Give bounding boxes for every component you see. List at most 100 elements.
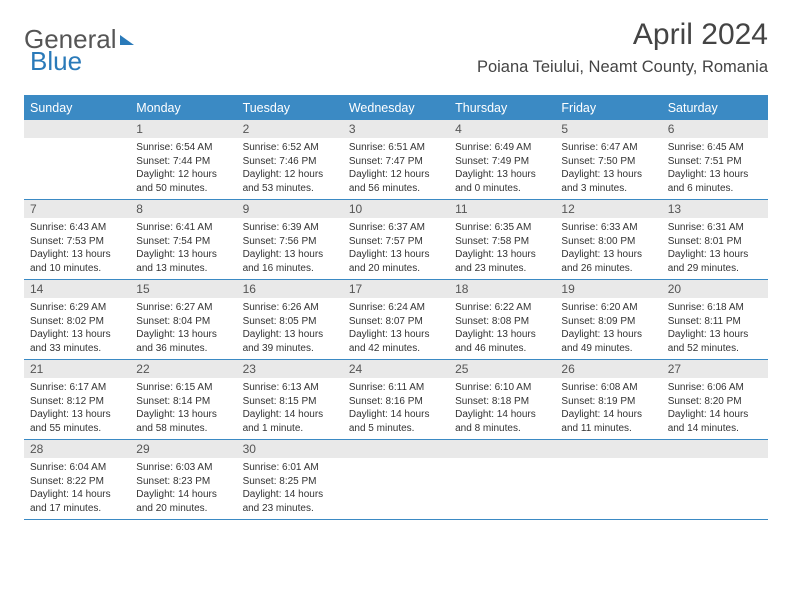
sunset-text: Sunset: 8:25 PM bbox=[243, 475, 337, 489]
logo-triangle-icon bbox=[120, 35, 134, 45]
weekday-header: Thursday bbox=[449, 97, 555, 120]
day-cell: 30Sunrise: 6:01 AMSunset: 8:25 PMDayligh… bbox=[237, 440, 343, 519]
daylight-text: Daylight: 13 hours and 20 minutes. bbox=[349, 248, 443, 275]
day-cell bbox=[555, 440, 661, 519]
daylight-text: Daylight: 14 hours and 11 minutes. bbox=[561, 408, 655, 435]
day-cell bbox=[24, 120, 130, 199]
empty-day-bar bbox=[555, 440, 661, 458]
daylight-text: Daylight: 12 hours and 53 minutes. bbox=[243, 168, 337, 195]
daylight-text: Daylight: 13 hours and 3 minutes. bbox=[561, 168, 655, 195]
day-cell: 26Sunrise: 6:08 AMSunset: 8:19 PMDayligh… bbox=[555, 360, 661, 439]
sunset-text: Sunset: 7:50 PM bbox=[561, 155, 655, 169]
calendar: SundayMondayTuesdayWednesdayThursdayFrid… bbox=[24, 95, 768, 520]
sunset-text: Sunset: 8:08 PM bbox=[455, 315, 549, 329]
sunset-text: Sunset: 8:15 PM bbox=[243, 395, 337, 409]
daylight-text: Daylight: 13 hours and 26 minutes. bbox=[561, 248, 655, 275]
sunrise-text: Sunrise: 6:51 AM bbox=[349, 141, 443, 155]
day-number: 16 bbox=[237, 280, 343, 298]
day-content: Sunrise: 6:08 AMSunset: 8:19 PMDaylight:… bbox=[555, 378, 661, 439]
empty-day-bar bbox=[343, 440, 449, 458]
sunrise-text: Sunrise: 6:01 AM bbox=[243, 461, 337, 475]
day-cell: 15Sunrise: 6:27 AMSunset: 8:04 PMDayligh… bbox=[130, 280, 236, 359]
day-number: 28 bbox=[24, 440, 130, 458]
sunset-text: Sunset: 8:11 PM bbox=[668, 315, 762, 329]
day-number: 17 bbox=[343, 280, 449, 298]
day-cell bbox=[449, 440, 555, 519]
daylight-text: Daylight: 13 hours and 33 minutes. bbox=[30, 328, 124, 355]
day-cell bbox=[343, 440, 449, 519]
weeks-container: 1Sunrise: 6:54 AMSunset: 7:44 PMDaylight… bbox=[24, 120, 768, 520]
day-content: Sunrise: 6:29 AMSunset: 8:02 PMDaylight:… bbox=[24, 298, 130, 359]
sunrise-text: Sunrise: 6:41 AM bbox=[136, 221, 230, 235]
weekday-header: Friday bbox=[555, 97, 661, 120]
day-cell: 28Sunrise: 6:04 AMSunset: 8:22 PMDayligh… bbox=[24, 440, 130, 519]
sunset-text: Sunset: 7:44 PM bbox=[136, 155, 230, 169]
sunset-text: Sunset: 7:56 PM bbox=[243, 235, 337, 249]
day-content: Sunrise: 6:18 AMSunset: 8:11 PMDaylight:… bbox=[662, 298, 768, 359]
header: General April 2024 Poiana Teiului, Neamt… bbox=[0, 0, 792, 85]
day-cell: 14Sunrise: 6:29 AMSunset: 8:02 PMDayligh… bbox=[24, 280, 130, 359]
day-number: 15 bbox=[130, 280, 236, 298]
logo-text-2: Blue bbox=[30, 46, 82, 77]
day-content: Sunrise: 6:54 AMSunset: 7:44 PMDaylight:… bbox=[130, 138, 236, 199]
day-cell: 9 Sunrise: 6:39 AMSunset: 7:56 PMDaylight… bbox=[237, 200, 343, 279]
sunset-text: Sunset: 8:12 PM bbox=[30, 395, 124, 409]
day-number: 1 bbox=[130, 120, 236, 138]
day-content: Sunrise: 6:03 AMSunset: 8:23 PMDaylight:… bbox=[130, 458, 236, 519]
day-number: 9 bbox=[237, 200, 343, 218]
sunset-text: Sunset: 7:49 PM bbox=[455, 155, 549, 169]
day-cell: 4Sunrise: 6:49 AMSunset: 7:49 PMDaylight… bbox=[449, 120, 555, 199]
daylight-text: Daylight: 13 hours and 42 minutes. bbox=[349, 328, 443, 355]
day-cell: 2Sunrise: 6:52 AMSunset: 7:46 PMDaylight… bbox=[237, 120, 343, 199]
daylight-text: Daylight: 13 hours and 58 minutes. bbox=[136, 408, 230, 435]
sunrise-text: Sunrise: 6:04 AM bbox=[30, 461, 124, 475]
day-content: Sunrise: 6:20 AMSunset: 8:09 PMDaylight:… bbox=[555, 298, 661, 359]
week-row: 7Sunrise: 6:43 AMSunset: 7:53 PMDaylight… bbox=[24, 200, 768, 280]
weekday-header: Saturday bbox=[662, 97, 768, 120]
weekday-header-row: SundayMondayTuesdayWednesdayThursdayFrid… bbox=[24, 97, 768, 120]
week-row: 1Sunrise: 6:54 AMSunset: 7:44 PMDaylight… bbox=[24, 120, 768, 200]
day-number: 6 bbox=[662, 120, 768, 138]
day-cell: 17Sunrise: 6:24 AMSunset: 8:07 PMDayligh… bbox=[343, 280, 449, 359]
sunset-text: Sunset: 8:18 PM bbox=[455, 395, 549, 409]
sunrise-text: Sunrise: 6:17 AM bbox=[30, 381, 124, 395]
sunset-text: Sunset: 8:05 PM bbox=[243, 315, 337, 329]
sunrise-text: Sunrise: 6:45 AM bbox=[668, 141, 762, 155]
sunrise-text: Sunrise: 6:20 AM bbox=[561, 301, 655, 315]
day-cell: 10Sunrise: 6:37 AMSunset: 7:57 PMDayligh… bbox=[343, 200, 449, 279]
daylight-text: Daylight: 13 hours and 16 minutes. bbox=[243, 248, 337, 275]
day-content: Sunrise: 6:13 AMSunset: 8:15 PMDaylight:… bbox=[237, 378, 343, 439]
day-cell: 12Sunrise: 6:33 AMSunset: 8:00 PMDayligh… bbox=[555, 200, 661, 279]
sunset-text: Sunset: 8:22 PM bbox=[30, 475, 124, 489]
sunrise-text: Sunrise: 6:11 AM bbox=[349, 381, 443, 395]
sunrise-text: Sunrise: 6:08 AM bbox=[561, 381, 655, 395]
day-content: Sunrise: 6:41 AMSunset: 7:54 PMDaylight:… bbox=[130, 218, 236, 279]
daylight-text: Daylight: 14 hours and 5 minutes. bbox=[349, 408, 443, 435]
day-number: 19 bbox=[555, 280, 661, 298]
day-content: Sunrise: 6:01 AMSunset: 8:25 PMDaylight:… bbox=[237, 458, 343, 519]
sunset-text: Sunset: 7:58 PM bbox=[455, 235, 549, 249]
daylight-text: Daylight: 13 hours and 39 minutes. bbox=[243, 328, 337, 355]
sunrise-text: Sunrise: 6:26 AM bbox=[243, 301, 337, 315]
day-number: 23 bbox=[237, 360, 343, 378]
sunset-text: Sunset: 7:53 PM bbox=[30, 235, 124, 249]
day-number: 26 bbox=[555, 360, 661, 378]
day-number: 10 bbox=[343, 200, 449, 218]
day-number: 11 bbox=[449, 200, 555, 218]
day-number: 14 bbox=[24, 280, 130, 298]
daylight-text: Daylight: 13 hours and 49 minutes. bbox=[561, 328, 655, 355]
day-content: Sunrise: 6:31 AMSunset: 8:01 PMDaylight:… bbox=[662, 218, 768, 279]
day-content: Sunrise: 6:51 AMSunset: 7:47 PMDaylight:… bbox=[343, 138, 449, 199]
day-content: Sunrise: 6:24 AMSunset: 8:07 PMDaylight:… bbox=[343, 298, 449, 359]
day-number: 21 bbox=[24, 360, 130, 378]
sunrise-text: Sunrise: 6:54 AM bbox=[136, 141, 230, 155]
sunrise-text: Sunrise: 6:15 AM bbox=[136, 381, 230, 395]
daylight-text: Daylight: 14 hours and 1 minute. bbox=[243, 408, 337, 435]
day-content: Sunrise: 6:22 AMSunset: 8:08 PMDaylight:… bbox=[449, 298, 555, 359]
day-cell: 3Sunrise: 6:51 AMSunset: 7:47 PMDaylight… bbox=[343, 120, 449, 199]
day-content: Sunrise: 6:47 AMSunset: 7:50 PMDaylight:… bbox=[555, 138, 661, 199]
day-content: Sunrise: 6:15 AMSunset: 8:14 PMDaylight:… bbox=[130, 378, 236, 439]
sunrise-text: Sunrise: 6:39 AM bbox=[243, 221, 337, 235]
weekday-header: Sunday bbox=[24, 97, 130, 120]
day-number: 27 bbox=[662, 360, 768, 378]
